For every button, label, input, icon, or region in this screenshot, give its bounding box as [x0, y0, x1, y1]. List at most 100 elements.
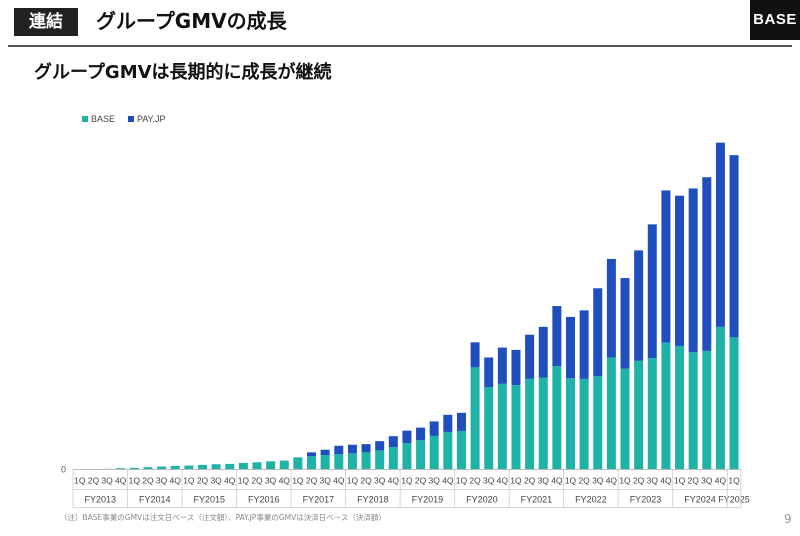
x-tick-quarter-label: 3Q: [647, 476, 659, 486]
x-tick-quarter-label: 2Q: [524, 476, 536, 486]
bar-base-fy2015-4q: [225, 463, 235, 470]
x-tick-quarter-label: 3Q: [374, 476, 386, 486]
bar-base-fy2023-2q: [634, 360, 644, 470]
bar-base-fy2017-3q: [320, 455, 330, 470]
bar-base-fy2017-2q: [307, 456, 317, 470]
bar-base-fy2015-1q: [184, 465, 194, 470]
bar-base-fy2023-3q: [647, 358, 657, 470]
bar-base-fy2014-2q: [143, 467, 153, 470]
bar-pay-jp-fy2018-4q: [388, 436, 398, 448]
bar-pay-jp-fy2025-1q: [729, 155, 739, 338]
x-tick-quarter-label: 1Q: [292, 476, 304, 486]
bar-pay-jp-fy2019-2q: [416, 427, 426, 441]
x-tick-quarter-label: 2Q: [142, 476, 154, 486]
bar-pay-jp-fy2020-1q: [456, 412, 466, 431]
bar-pay-jp-fy2020-2q: [470, 342, 480, 368]
bar-base-fy2020-1q: [456, 430, 466, 470]
x-tick-fiscal-year-label: FY2013: [84, 495, 116, 505]
x-tick-quarter-label: 3Q: [210, 476, 222, 486]
bar-base-fy2022-1q: [566, 378, 575, 470]
bar-base-fy2020-3q: [484, 387, 494, 470]
x-tick-quarter-label: 3Q: [701, 476, 713, 486]
bar-base-fy2016-2q: [252, 462, 262, 470]
bar-base-fy2019-1q: [402, 443, 412, 470]
bar-base-fy2024-4q: [715, 326, 725, 470]
bar-base-fy2025-1q: [729, 337, 739, 470]
x-tick-quarter-label: 2Q: [306, 476, 318, 486]
bar-base-fy2016-3q: [266, 461, 276, 470]
legend-swatch-pay-jp: [128, 116, 134, 122]
x-tick-fiscal-year-label: FY2025: [718, 495, 750, 505]
x-tick-quarter-label: 1Q: [74, 476, 86, 486]
bar-pay-jp-fy2022-2q: [579, 310, 589, 379]
x-tick-quarter-label: 3Q: [429, 476, 441, 486]
x-tick-fiscal-year-label: FY2016: [248, 495, 280, 505]
x-tick-quarter-label: 1Q: [456, 476, 468, 486]
bar-pay-jp-fy2017-4q: [334, 445, 344, 455]
y-tick-label: 0: [61, 465, 66, 475]
x-tick-quarter-label: 3Q: [265, 476, 277, 486]
x-tick-quarter-label: 3Q: [319, 476, 331, 486]
bar-base-fy2023-1q: [620, 368, 630, 470]
bar-base-fy2018-1q: [347, 453, 357, 470]
bar-pay-jp-fy2018-1q: [347, 444, 357, 454]
legend-swatch-base: [82, 116, 88, 122]
bar-base-fy2022-2q: [579, 378, 589, 470]
x-tick-fiscal-year-label: FY2021: [521, 495, 553, 505]
x-tick-quarter-label: 2Q: [578, 476, 590, 486]
x-tick-quarter-label: 4Q: [551, 476, 563, 486]
x-tick-quarter-label: 4Q: [333, 476, 345, 486]
bar-pay-jp-fy2018-3q: [375, 441, 385, 451]
section-tag: 連結: [14, 8, 78, 36]
bar-base-fy2019-4q: [443, 431, 453, 470]
bar-base-fy2016-1q: [238, 462, 248, 470]
bar-base-fy2024-2q: [688, 352, 698, 470]
x-tick-quarter-label: 4Q: [115, 476, 127, 486]
bar-pay-jp-fy2017-3q: [320, 449, 330, 455]
base-logo: BASE: [750, 0, 800, 40]
x-tick-quarter-label: 4Q: [170, 476, 182, 486]
bar-base-fy2022-3q: [593, 376, 603, 470]
bar-pay-jp-fy2024-3q: [702, 177, 712, 351]
bar-base-fy2023-4q: [661, 342, 671, 470]
x-tick-quarter-label: 2Q: [469, 476, 481, 486]
footnote: （注）BASE事業のGMVは注文日ベース（注文額）、PAY.JP事業のGMVは決…: [60, 513, 386, 522]
bar-pay-jp-fy2017-2q: [307, 452, 317, 457]
bar-base-fy2018-2q: [361, 452, 371, 470]
x-tick-quarter-label: 3Q: [592, 476, 604, 486]
x-tick-quarter-label: 1Q: [510, 476, 522, 486]
x-tick-quarter-label: 1Q: [674, 476, 686, 486]
bar-pay-jp-fy2021-4q: [552, 306, 562, 367]
x-tick-quarter-label: 2Q: [415, 476, 427, 486]
x-tick-quarter-label: 4Q: [660, 476, 672, 486]
x-tick-quarter-label: 3Q: [538, 476, 550, 486]
legend-label-base: BASE: [91, 114, 115, 124]
bar-base-fy2014-4q: [170, 465, 180, 470]
bar-base-fy2022-4q: [606, 357, 616, 470]
bar-base-fy2016-4q: [279, 460, 289, 470]
bar-base-fy2018-4q: [388, 447, 398, 470]
x-tick-quarter-label: 2Q: [251, 476, 263, 486]
bar-pay-jp-fy2023-2q: [634, 250, 644, 361]
x-tick-fiscal-year-label: FY2020: [466, 495, 498, 505]
x-tick-quarter-label: 3Q: [483, 476, 495, 486]
x-tick-quarter-label: 1Q: [728, 476, 740, 486]
bar-base-fy2017-1q: [293, 457, 303, 470]
bar-pay-jp-fy2020-3q: [484, 357, 494, 388]
bar-pay-jp-fy2023-1q: [620, 278, 630, 369]
x-tick-quarter-label: 2Q: [360, 476, 372, 486]
x-tick-quarter-label: 1Q: [183, 476, 195, 486]
x-tick-quarter-label: 4Q: [497, 476, 509, 486]
bar-pay-jp-fy2021-3q: [538, 326, 548, 378]
bar-base-fy2024-3q: [702, 350, 712, 470]
x-tick-quarter-label: 2Q: [687, 476, 699, 486]
x-tick-fiscal-year-label: FY2023: [630, 495, 662, 505]
x-tick-quarter-label: 3Q: [101, 476, 113, 486]
bar-pay-jp-fy2021-1q: [511, 349, 521, 386]
x-tick-quarter-label: 4Q: [224, 476, 236, 486]
x-tick-fiscal-year-label: FY2019: [412, 495, 444, 505]
x-tick-quarter-label: 2Q: [88, 476, 100, 486]
bar-base-fy2020-2q: [470, 367, 480, 470]
legend-label-pay-jp: PAY.JP: [137, 114, 166, 124]
bar-base-fy2015-3q: [211, 464, 221, 470]
